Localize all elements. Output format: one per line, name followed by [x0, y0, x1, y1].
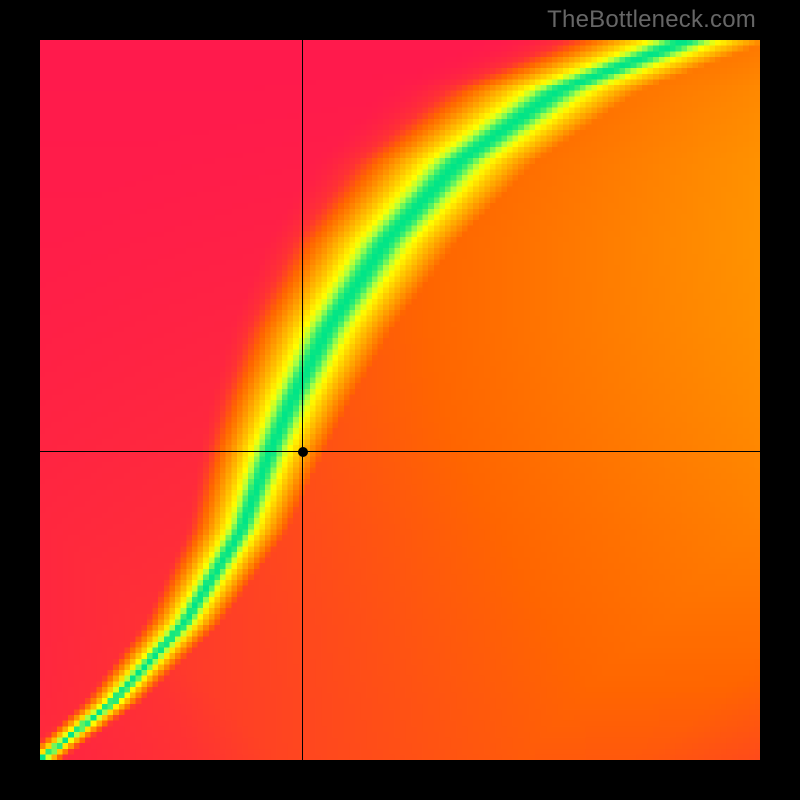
chart-frame: TheBottleneck.com [0, 0, 800, 800]
watermark-text: TheBottleneck.com [547, 6, 756, 34]
crosshair-horizontal [40, 451, 760, 452]
crosshair-vertical [302, 40, 303, 760]
heatmap-canvas [40, 40, 760, 760]
heatmap-plot [40, 40, 760, 760]
selection-marker [298, 447, 308, 457]
